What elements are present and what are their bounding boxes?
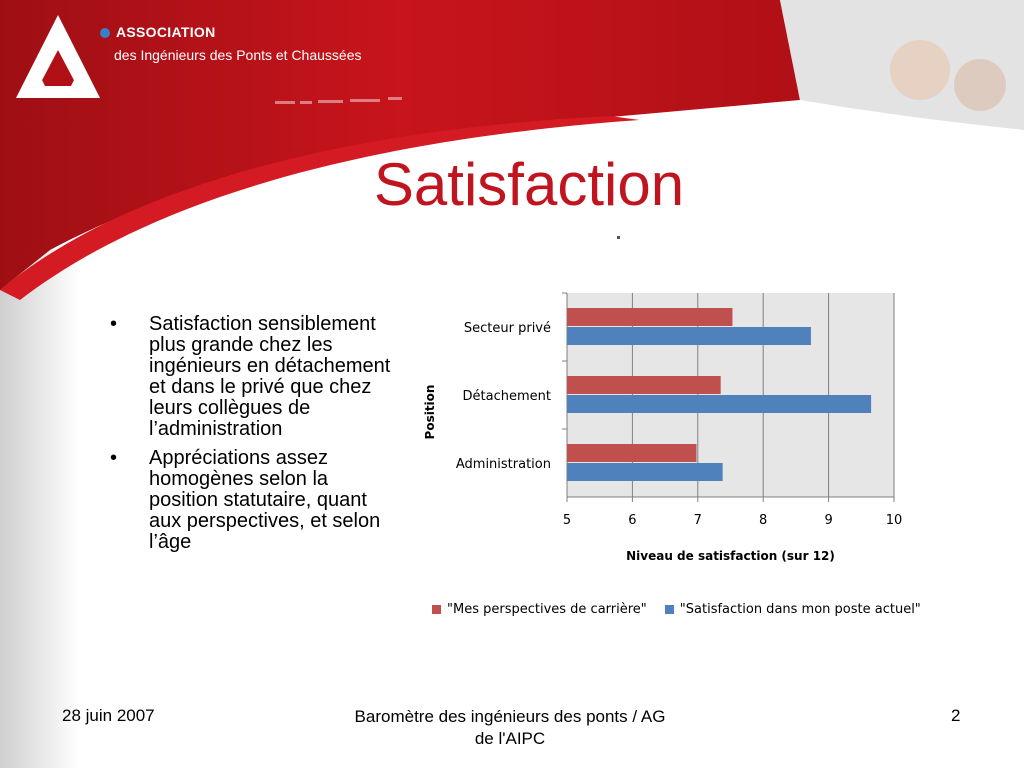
x-tick-label: 5 <box>563 513 571 528</box>
slide-title: Satisfaction <box>373 151 685 218</box>
banner-dashes <box>275 97 402 104</box>
bar <box>567 463 723 481</box>
legend-swatch-red <box>432 604 441 614</box>
left-fade <box>0 250 80 768</box>
x-tick-label: 10 <box>886 513 903 528</box>
org-dot-icon <box>100 28 110 38</box>
legend-label: "Mes perspectives de carrière" <box>447 601 647 617</box>
footer-title: Baromètre des ingénieurs des ponts / AG … <box>354 707 666 748</box>
bullet-item: • Satisfaction sensiblement plus grande c… <box>110 314 400 440</box>
bullet-item: • Appréciations assez homogènes selon la … <box>110 448 400 553</box>
bullet-icon: • <box>110 447 118 469</box>
x-tick-label: 6 <box>628 513 636 528</box>
bar <box>567 327 811 345</box>
legend-label: "Satisfaction dans mon poste actuel" <box>679 601 921 617</box>
x-axis-title: Niveau de satisfaction (sur 12) <box>626 549 835 563</box>
bullet-text: Satisfaction sensiblement plus grande ch… <box>149 313 391 440</box>
association-logo-icon <box>16 15 100 98</box>
bullet-list: • Satisfaction sensiblement plus grande c… <box>110 314 400 561</box>
bar <box>567 376 721 394</box>
bar <box>567 395 872 413</box>
banner-swoosh <box>0 116 640 300</box>
x-tick-label: 7 <box>694 513 702 528</box>
legend-swatch-blue <box>664 604 674 614</box>
header-banner <box>0 0 800 290</box>
legend-item-satisfaction: "Satisfaction dans mon poste actuel" <box>664 601 921 617</box>
org-name: ASSOCIATION <box>100 24 216 40</box>
bar <box>567 444 697 462</box>
photo-person-2 <box>954 59 1006 111</box>
category-label: Secteur privé <box>464 321 551 336</box>
legend-item-perspectives: "Mes perspectives de carrière" <box>432 602 647 617</box>
bullet-icon: • <box>110 313 118 335</box>
category-label: Administration <box>456 457 551 472</box>
title-dot <box>617 236 620 239</box>
chart-legend: "Mes perspectives de carrière" "Satisfac… <box>432 600 921 618</box>
page-number: 2 <box>951 706 961 725</box>
x-tick-label: 8 <box>759 513 767 528</box>
bar <box>567 308 733 326</box>
photo-person <box>890 40 950 100</box>
y-axis-title: Position <box>423 385 437 440</box>
footer-date: 28 juin 2007 <box>62 706 155 725</box>
bullet-text: Appréciations assez homogènes selon la p… <box>149 447 381 553</box>
x-tick-label: 9 <box>824 513 832 528</box>
org-subtitle: des Ingénieurs des Ponts et Chaussées <box>114 47 362 63</box>
category-label: Détachement <box>463 389 551 404</box>
org-name-text: ASSOCIATION <box>116 24 216 40</box>
